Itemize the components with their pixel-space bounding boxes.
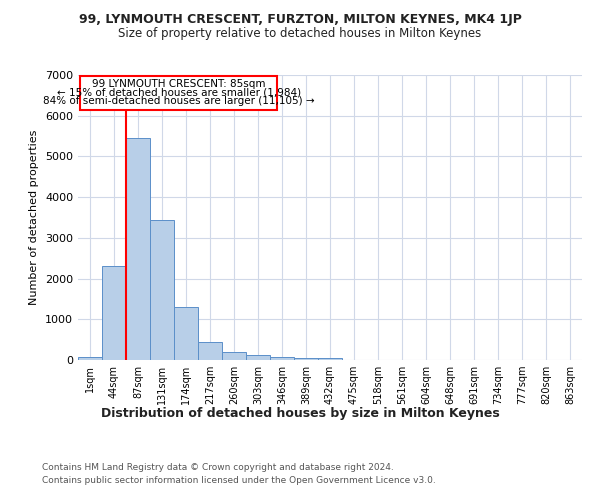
- Bar: [198, 342, 222, 360]
- Text: Size of property relative to detached houses in Milton Keynes: Size of property relative to detached ho…: [118, 28, 482, 40]
- FancyBboxPatch shape: [80, 76, 277, 110]
- Text: 84% of semi-detached houses are larger (11,105) →: 84% of semi-detached houses are larger (…: [43, 96, 314, 106]
- Text: 99, LYNMOUTH CRESCENT, FURZTON, MILTON KEYNES, MK4 1JP: 99, LYNMOUTH CRESCENT, FURZTON, MILTON K…: [79, 12, 521, 26]
- Text: ← 15% of detached houses are smaller (1,984): ← 15% of detached houses are smaller (1,…: [57, 88, 301, 98]
- Text: 99 LYNMOUTH CRESCENT: 85sqm: 99 LYNMOUTH CRESCENT: 85sqm: [92, 80, 266, 90]
- Bar: [150, 220, 174, 360]
- Bar: [78, 356, 102, 360]
- Bar: [294, 358, 318, 360]
- Bar: [174, 307, 198, 360]
- Bar: [126, 138, 150, 360]
- Text: Distribution of detached houses by size in Milton Keynes: Distribution of detached houses by size …: [101, 408, 499, 420]
- Bar: [270, 356, 294, 360]
- Bar: [102, 266, 126, 360]
- Text: Contains HM Land Registry data © Crown copyright and database right 2024.: Contains HM Land Registry data © Crown c…: [42, 462, 394, 471]
- Bar: [318, 358, 342, 360]
- Y-axis label: Number of detached properties: Number of detached properties: [29, 130, 40, 305]
- Bar: [222, 352, 246, 360]
- Text: Contains public sector information licensed under the Open Government Licence v3: Contains public sector information licen…: [42, 476, 436, 485]
- Bar: [246, 355, 270, 360]
